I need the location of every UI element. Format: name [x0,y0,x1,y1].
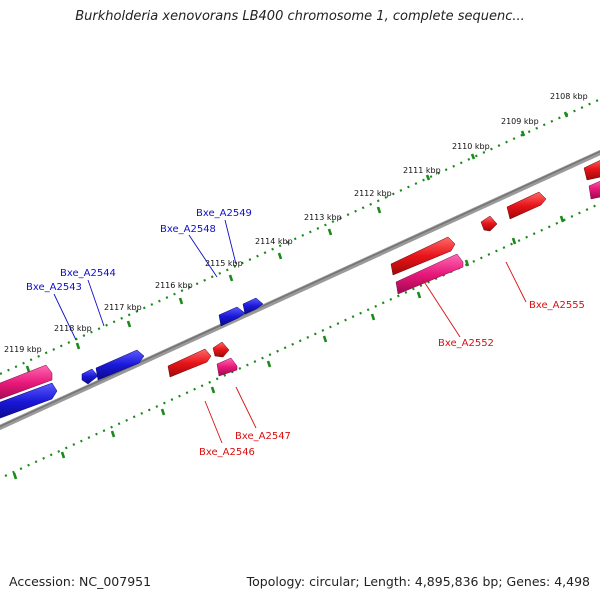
kbp-label: 2117 kbp [104,303,142,312]
kbp-label: 2119 kbp [4,345,42,354]
kbp-label: 2112 kbp [354,189,392,198]
forward-strand-genes[interactable] [0,297,264,420]
gene-arrow-red[interactable] [583,158,600,181]
gene-arrow-blue[interactable] [218,306,246,327]
kbp-tick-labels: 2108 kbp 2109 kbp 2110 kbp 2111 kbp 2112… [4,92,588,354]
gene-label-bxe-a2547[interactable]: Bxe_A2547 [235,431,291,442]
gene-arrow-red[interactable] [212,341,230,358]
gene-label-bxe-a2549[interactable]: Bxe_A2549 [196,208,252,219]
gene-arrow-blue[interactable] [242,297,264,315]
label-leader-lines [53,219,527,444]
chromosome-backbone-highlight [0,150,600,428]
kbp-label: 2108 kbp [550,92,588,101]
gene-label-bxe-a2548[interactable]: Bxe_A2548 [160,224,216,235]
gene-labels: Bxe_A2549 Bxe_A2548 Bxe_A2544 Bxe_A2543 … [26,208,585,458]
gene-arrow-pink[interactable] [588,179,600,200]
chromosome-backbone [0,149,600,431]
gene-label-bxe-a2552[interactable]: Bxe_A2552 [438,338,494,349]
gene-arrow-pink[interactable] [395,253,464,295]
kbp-label: 2109 kbp [501,117,539,126]
kbp-label: 2118 kbp [54,324,92,333]
gene-arrow-red[interactable] [167,348,212,378]
gene-arrow-pink[interactable] [216,357,238,377]
kbp-label: 2114 kbp [255,237,293,246]
outer-scale-dots [0,98,600,376]
gene-arrow-blue[interactable] [81,368,99,385]
gene-label-bxe-a2546[interactable]: Bxe_A2546 [199,447,255,458]
kbp-label: 2111 kbp [403,166,441,175]
gene-arrow-blue[interactable] [95,349,145,381]
kbp-label: 2115 kbp [205,259,243,268]
genome-summary-text: Topology: circular; Length: 4,895,836 bp… [246,574,590,589]
outer-major-ticks [25,111,569,373]
gene-arrow-blue[interactable] [0,382,58,420]
gene-arrow-red[interactable] [480,215,498,232]
gene-arrow-red[interactable] [390,236,456,276]
gene-arrow-red[interactable] [506,191,547,220]
gene-arrow-pink[interactable] [0,364,53,401]
kbp-label: 2113 kbp [304,213,342,222]
inner-major-ticks [12,215,565,480]
kbp-label: 2116 kbp [155,281,193,290]
kbp-label: 2110 kbp [452,142,490,151]
gene-label-bxe-a2555[interactable]: Bxe_A2555 [529,300,585,311]
gene-label-bxe-a2543[interactable]: Bxe_A2543 [26,282,82,293]
gene-label-bxe-a2544[interactable]: Bxe_A2544 [60,268,116,279]
accession-text: Accession: NC_007951 [9,574,152,589]
inner-scale-dots [4,202,600,478]
map-title: Burkholderia xenovorans LB400 chromosome… [75,9,525,24]
reverse-strand-genes[interactable] [167,158,600,378]
